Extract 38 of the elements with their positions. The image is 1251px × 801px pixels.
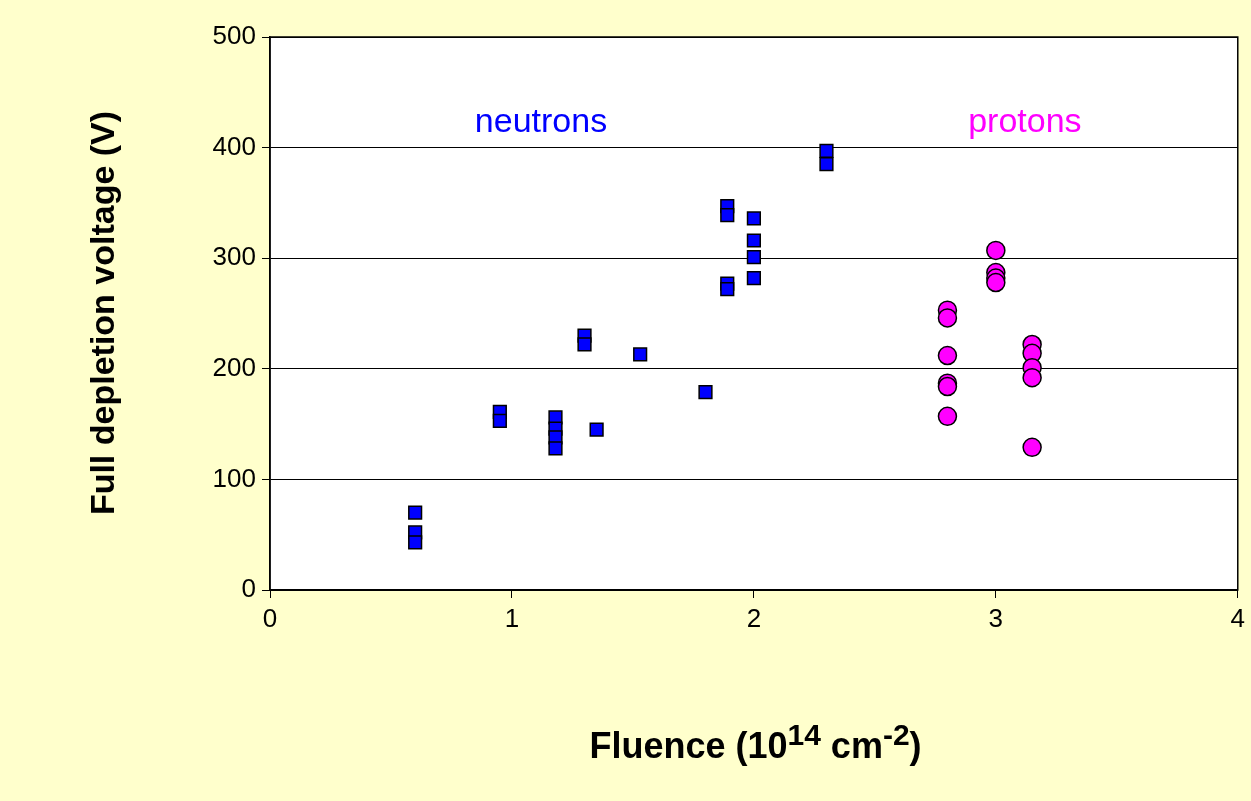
y-tick-label: 500 <box>212 20 256 51</box>
point <box>819 143 834 159</box>
x-axis-title: Fluence (10$^{14}$ cm$^{-2}$) <box>588 718 923 767</box>
point <box>408 505 423 520</box>
point <box>986 240 1006 261</box>
text: protons <box>968 101 1082 140</box>
point <box>819 157 834 172</box>
point <box>492 413 507 428</box>
point <box>577 337 592 352</box>
y-axis-title: Full depletion voltage (V) <box>82 110 122 516</box>
point <box>548 441 563 456</box>
point <box>589 422 604 437</box>
y-tick-label: 300 <box>212 241 256 272</box>
point <box>746 249 761 265</box>
point <box>720 207 735 223</box>
x-tick-label: 1 <box>504 602 520 633</box>
y-tick-label: 400 <box>212 130 256 161</box>
x-tick-label: 0 <box>262 602 278 633</box>
point <box>1022 367 1042 388</box>
point <box>746 270 761 286</box>
y-tick-label: 100 <box>212 462 256 493</box>
point <box>746 233 761 248</box>
y-tick-label: 200 <box>212 351 256 382</box>
x-tick-label: 3 <box>988 602 1004 633</box>
x-tick-label: 2 <box>746 602 762 633</box>
point <box>937 345 958 366</box>
point <box>746 211 761 226</box>
point <box>408 535 423 550</box>
point <box>986 272 1006 293</box>
text: neutrons <box>474 101 608 140</box>
point <box>633 347 648 362</box>
point <box>1022 437 1042 458</box>
x-tick-label: 4 <box>1230 602 1245 633</box>
point <box>937 406 958 427</box>
y-tick-label: 0 <box>241 573 256 604</box>
point <box>698 384 713 400</box>
point <box>937 308 958 328</box>
point <box>720 282 735 297</box>
